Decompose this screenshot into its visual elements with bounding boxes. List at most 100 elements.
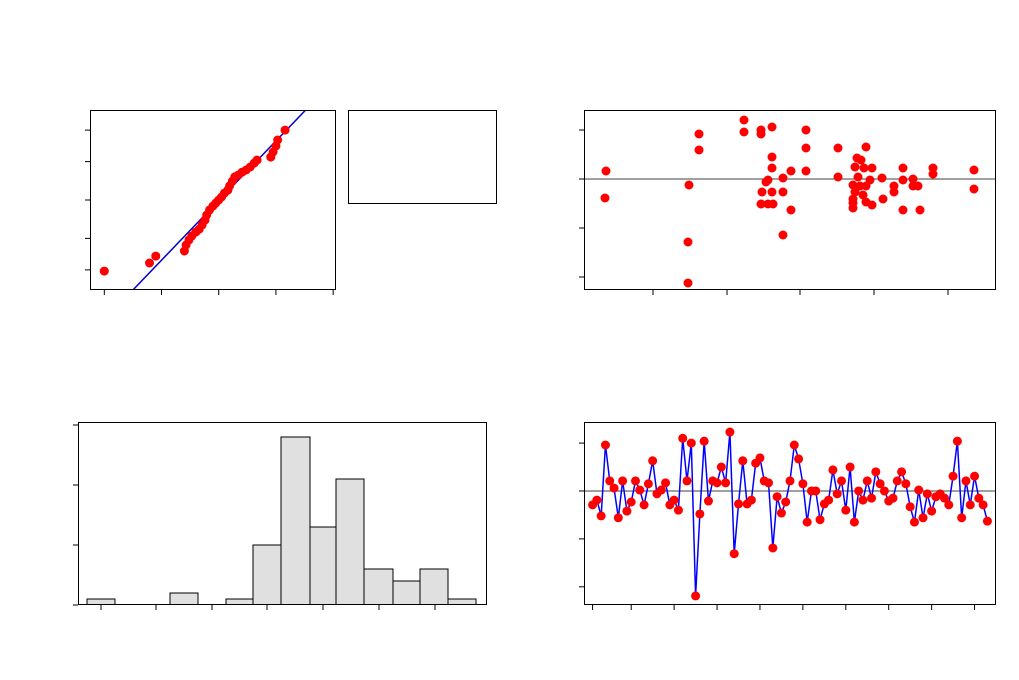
point bbox=[802, 517, 812, 527]
plot-area bbox=[86, 436, 477, 605]
point bbox=[786, 166, 796, 176]
point bbox=[913, 181, 923, 191]
point bbox=[856, 155, 866, 165]
point bbox=[858, 190, 868, 200]
point bbox=[643, 479, 653, 489]
plot-frame bbox=[90, 110, 336, 290]
point bbox=[739, 127, 749, 137]
bar bbox=[252, 544, 282, 605]
point bbox=[952, 436, 962, 446]
point bbox=[725, 427, 735, 437]
point bbox=[656, 485, 666, 495]
point bbox=[957, 513, 967, 523]
point bbox=[898, 175, 908, 185]
point bbox=[859, 163, 869, 173]
point bbox=[969, 165, 979, 175]
point bbox=[252, 155, 262, 165]
point bbox=[703, 496, 713, 506]
point bbox=[778, 173, 788, 183]
point bbox=[605, 476, 615, 486]
point bbox=[845, 462, 855, 472]
point bbox=[781, 497, 791, 507]
point bbox=[600, 193, 610, 203]
point bbox=[768, 199, 778, 209]
point bbox=[794, 454, 804, 464]
point bbox=[764, 478, 774, 488]
point bbox=[618, 476, 628, 486]
bar bbox=[363, 568, 394, 605]
point bbox=[944, 500, 954, 510]
point bbox=[849, 517, 859, 527]
point bbox=[757, 187, 767, 197]
bar bbox=[309, 526, 337, 605]
point bbox=[691, 591, 701, 601]
plot-area bbox=[584, 115, 996, 288]
point bbox=[861, 142, 871, 152]
point bbox=[716, 462, 726, 472]
point bbox=[922, 489, 932, 499]
point bbox=[778, 187, 788, 197]
point bbox=[833, 172, 843, 182]
point bbox=[867, 200, 877, 210]
point bbox=[661, 478, 671, 488]
bar bbox=[86, 598, 116, 605]
point bbox=[678, 433, 688, 443]
point bbox=[905, 502, 915, 512]
point bbox=[948, 471, 958, 481]
point bbox=[761, 177, 771, 187]
point bbox=[648, 456, 658, 466]
point bbox=[940, 493, 949, 503]
point bbox=[721, 478, 731, 488]
bar bbox=[419, 568, 449, 605]
point bbox=[892, 476, 902, 486]
point bbox=[686, 438, 696, 448]
point bbox=[151, 251, 161, 261]
point bbox=[756, 129, 766, 139]
point bbox=[767, 187, 777, 197]
point bbox=[767, 122, 777, 132]
point bbox=[811, 486, 821, 496]
point bbox=[785, 476, 795, 486]
plot-frame bbox=[584, 422, 996, 605]
point bbox=[767, 163, 777, 173]
point bbox=[768, 543, 778, 553]
point bbox=[888, 493, 898, 503]
point bbox=[601, 166, 611, 176]
point bbox=[673, 505, 683, 515]
point bbox=[848, 203, 858, 213]
point bbox=[734, 499, 743, 509]
point bbox=[965, 500, 975, 510]
point bbox=[609, 483, 619, 493]
point bbox=[635, 485, 645, 495]
bar bbox=[169, 592, 199, 605]
point bbox=[789, 440, 799, 450]
point bbox=[683, 278, 693, 288]
point bbox=[695, 509, 705, 519]
point bbox=[982, 516, 992, 526]
point bbox=[683, 237, 693, 247]
point bbox=[144, 258, 154, 268]
bar bbox=[280, 436, 311, 605]
point bbox=[915, 205, 925, 215]
point bbox=[631, 476, 640, 486]
point bbox=[969, 184, 979, 194]
point bbox=[626, 497, 636, 507]
point bbox=[867, 163, 877, 173]
point bbox=[833, 143, 843, 153]
point bbox=[273, 135, 283, 145]
point bbox=[694, 145, 704, 155]
point bbox=[613, 513, 623, 523]
point bbox=[801, 166, 811, 176]
point bbox=[898, 163, 908, 173]
point bbox=[850, 162, 860, 172]
point bbox=[786, 205, 796, 215]
point bbox=[738, 456, 748, 466]
point bbox=[961, 476, 971, 486]
point bbox=[877, 173, 887, 183]
point bbox=[850, 187, 860, 197]
point bbox=[776, 508, 786, 518]
point bbox=[837, 476, 846, 486]
point bbox=[739, 115, 749, 125]
point bbox=[798, 479, 808, 489]
